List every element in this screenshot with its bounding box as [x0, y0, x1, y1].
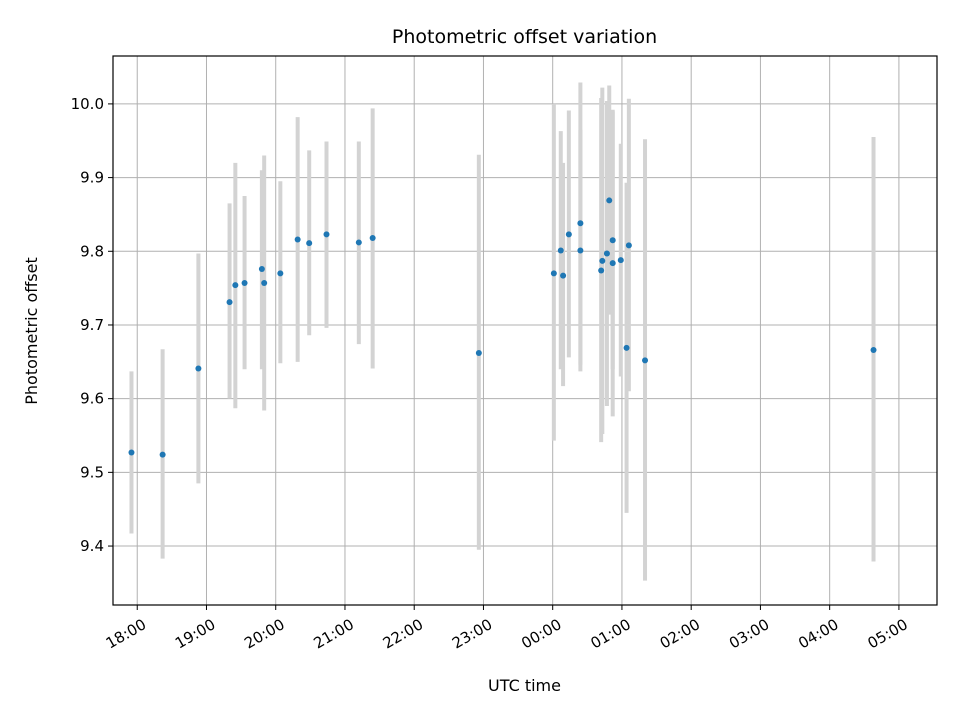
data-point [623, 344, 630, 351]
data-point [232, 282, 239, 289]
data-point [195, 365, 202, 372]
y-axis-ticks: 9.4 9.5 9.6 9.7 9.8 9.9 10.0 [71, 95, 113, 555]
data-point [598, 267, 605, 274]
data-points [128, 197, 877, 458]
data-point [870, 347, 877, 354]
data-point [355, 239, 362, 246]
data-point [609, 237, 616, 244]
data-point [241, 279, 248, 286]
data-point [475, 349, 482, 356]
data-point [159, 451, 166, 458]
data-point [306, 240, 313, 247]
data-point [603, 250, 610, 257]
data-point [565, 231, 572, 238]
data-point [599, 257, 606, 264]
data-point [258, 265, 265, 272]
data-point [606, 197, 613, 204]
data-point [323, 231, 330, 238]
y-tick-label: 10.0 [71, 95, 104, 113]
data-point [560, 272, 567, 279]
data-point [609, 260, 616, 267]
data-point [557, 247, 564, 254]
x-axis-label: UTC time [488, 676, 561, 695]
data-point [226, 299, 233, 306]
data-point [625, 242, 632, 249]
y-axis-label: Photometric offset [22, 257, 41, 405]
plot-area-frame [112, 55, 938, 606]
y-tick-label: 9.5 [80, 463, 104, 481]
y-tick-label: 9.8 [80, 242, 104, 260]
data-point [261, 279, 268, 286]
data-point [277, 270, 284, 277]
y-tick-label: 9.6 [80, 390, 104, 408]
data-point [550, 270, 557, 277]
y-tick-label: 9.4 [80, 537, 104, 555]
data-point [577, 220, 584, 227]
data-point [642, 357, 649, 364]
y-tick-label: 9.7 [80, 316, 104, 334]
data-point [617, 257, 624, 264]
y-tick-label: 9.9 [80, 169, 104, 187]
data-point [369, 235, 376, 242]
data-point [577, 247, 584, 254]
data-point [128, 449, 135, 456]
chart-title: Photometric offset variation [392, 26, 657, 48]
data-point [294, 236, 301, 243]
